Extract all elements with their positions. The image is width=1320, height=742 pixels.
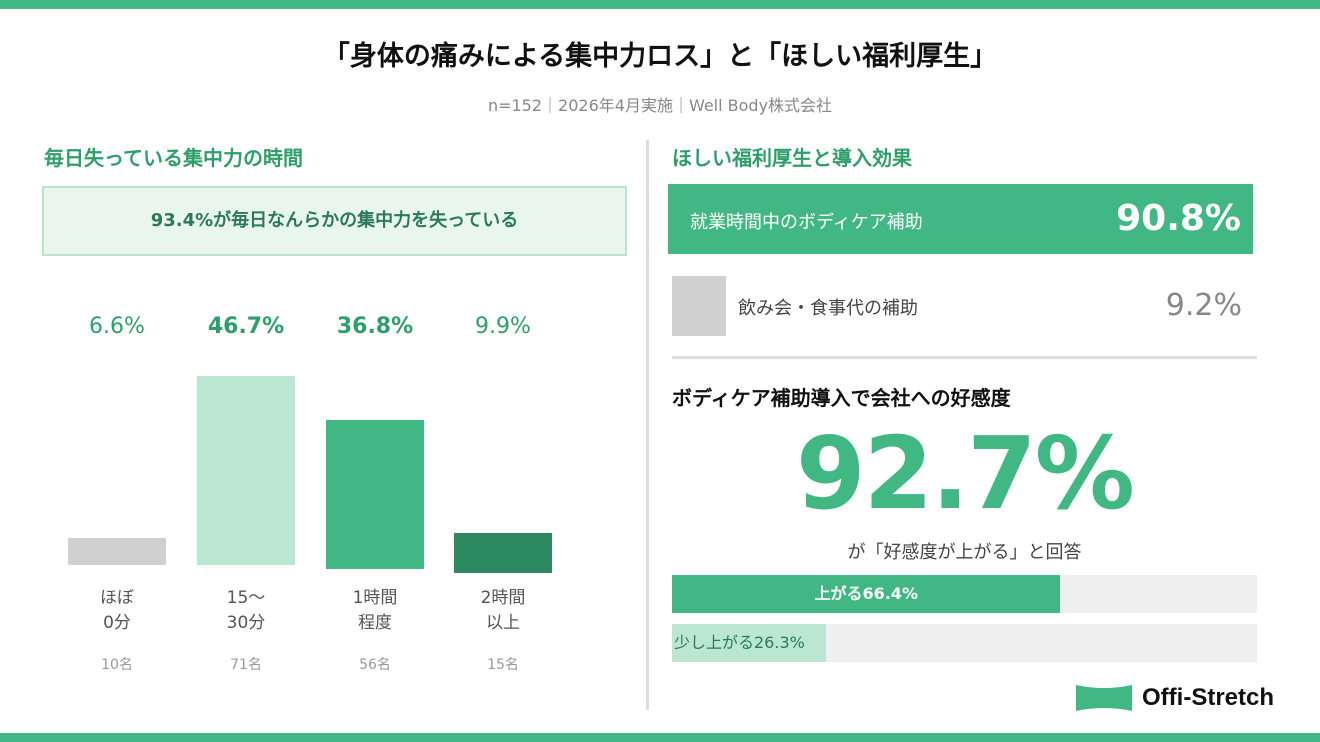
category-label: ほぼ 0分: [100, 588, 134, 633]
top-accent-bar: [0, 0, 1320, 9]
value-label: 9.9%: [475, 314, 531, 339]
right-heading: ほしい福利厚生と導入効果: [672, 146, 912, 170]
callout-box: 93.4%が毎日なんらかの集中力を失っている: [42, 186, 627, 256]
page-title: 「身体の痛みによる集中力ロス」と「ほしい福利厚生」: [322, 41, 998, 72]
section-divider: [672, 356, 1257, 359]
breakdown-fill-slightly-up: 少し上がる26.3%: [672, 624, 826, 662]
option-drinks-swatch: [672, 276, 726, 336]
breakdown-bar-slightly-up: 少し上がる26.3%: [672, 624, 1257, 662]
count-label: 10名: [101, 657, 133, 673]
category-label: 1時間 程度: [352, 588, 398, 633]
page-subtitle: n=152｜2026年4月実施｜Well Body株式会社: [487, 96, 833, 115]
breakdown-fill-up: 上がる66.4%: [672, 575, 1061, 613]
option-value: 90.8%: [1116, 198, 1241, 239]
breakdown-label: 上がる66.4%: [814, 584, 918, 603]
favor-heading: ボディケア補助導入で会社への好感度: [672, 386, 1011, 410]
count-label: 71名: [230, 657, 262, 673]
option-drinks-label: 飲み会・食事代の補助: [738, 298, 918, 319]
bar: [68, 538, 166, 565]
count-label: 56名: [359, 657, 391, 673]
favor-value: 92.7%: [796, 415, 1135, 532]
column-divider: [646, 140, 649, 710]
breakdown-label: 少し上がる26.3%: [674, 633, 805, 652]
bottom-accent-bar: [0, 733, 1320, 742]
brand-logo: Offi-Stretch: [1076, 684, 1274, 712]
option-drinks-value: 9.2%: [1165, 288, 1242, 323]
value-label: 6.6%: [89, 314, 145, 339]
left-heading: 毎日失っている集中力の時間: [44, 146, 303, 170]
count-label: 15名: [487, 657, 519, 673]
value-label: 36.8%: [336, 314, 414, 339]
favor-caption: が「好感度が上がる」と回答: [847, 542, 1082, 563]
breakdown-bar-up: 上がる66.4%: [672, 575, 1257, 613]
option-label: 就業時間中のボディケア補助: [690, 212, 923, 233]
brand-name: Offi-Stretch: [1142, 684, 1274, 711]
bar: [326, 419, 424, 569]
bar: [197, 375, 295, 565]
category-label: 15〜 30分: [226, 588, 266, 633]
category-label: 2時間 以上: [480, 588, 526, 633]
value-label: 46.7%: [207, 314, 285, 339]
bar: [454, 532, 552, 573]
logo-mark-icon: [1076, 685, 1132, 711]
option-bodycare: 就業時間中のボディケア補助 90.8%: [668, 184, 1253, 254]
